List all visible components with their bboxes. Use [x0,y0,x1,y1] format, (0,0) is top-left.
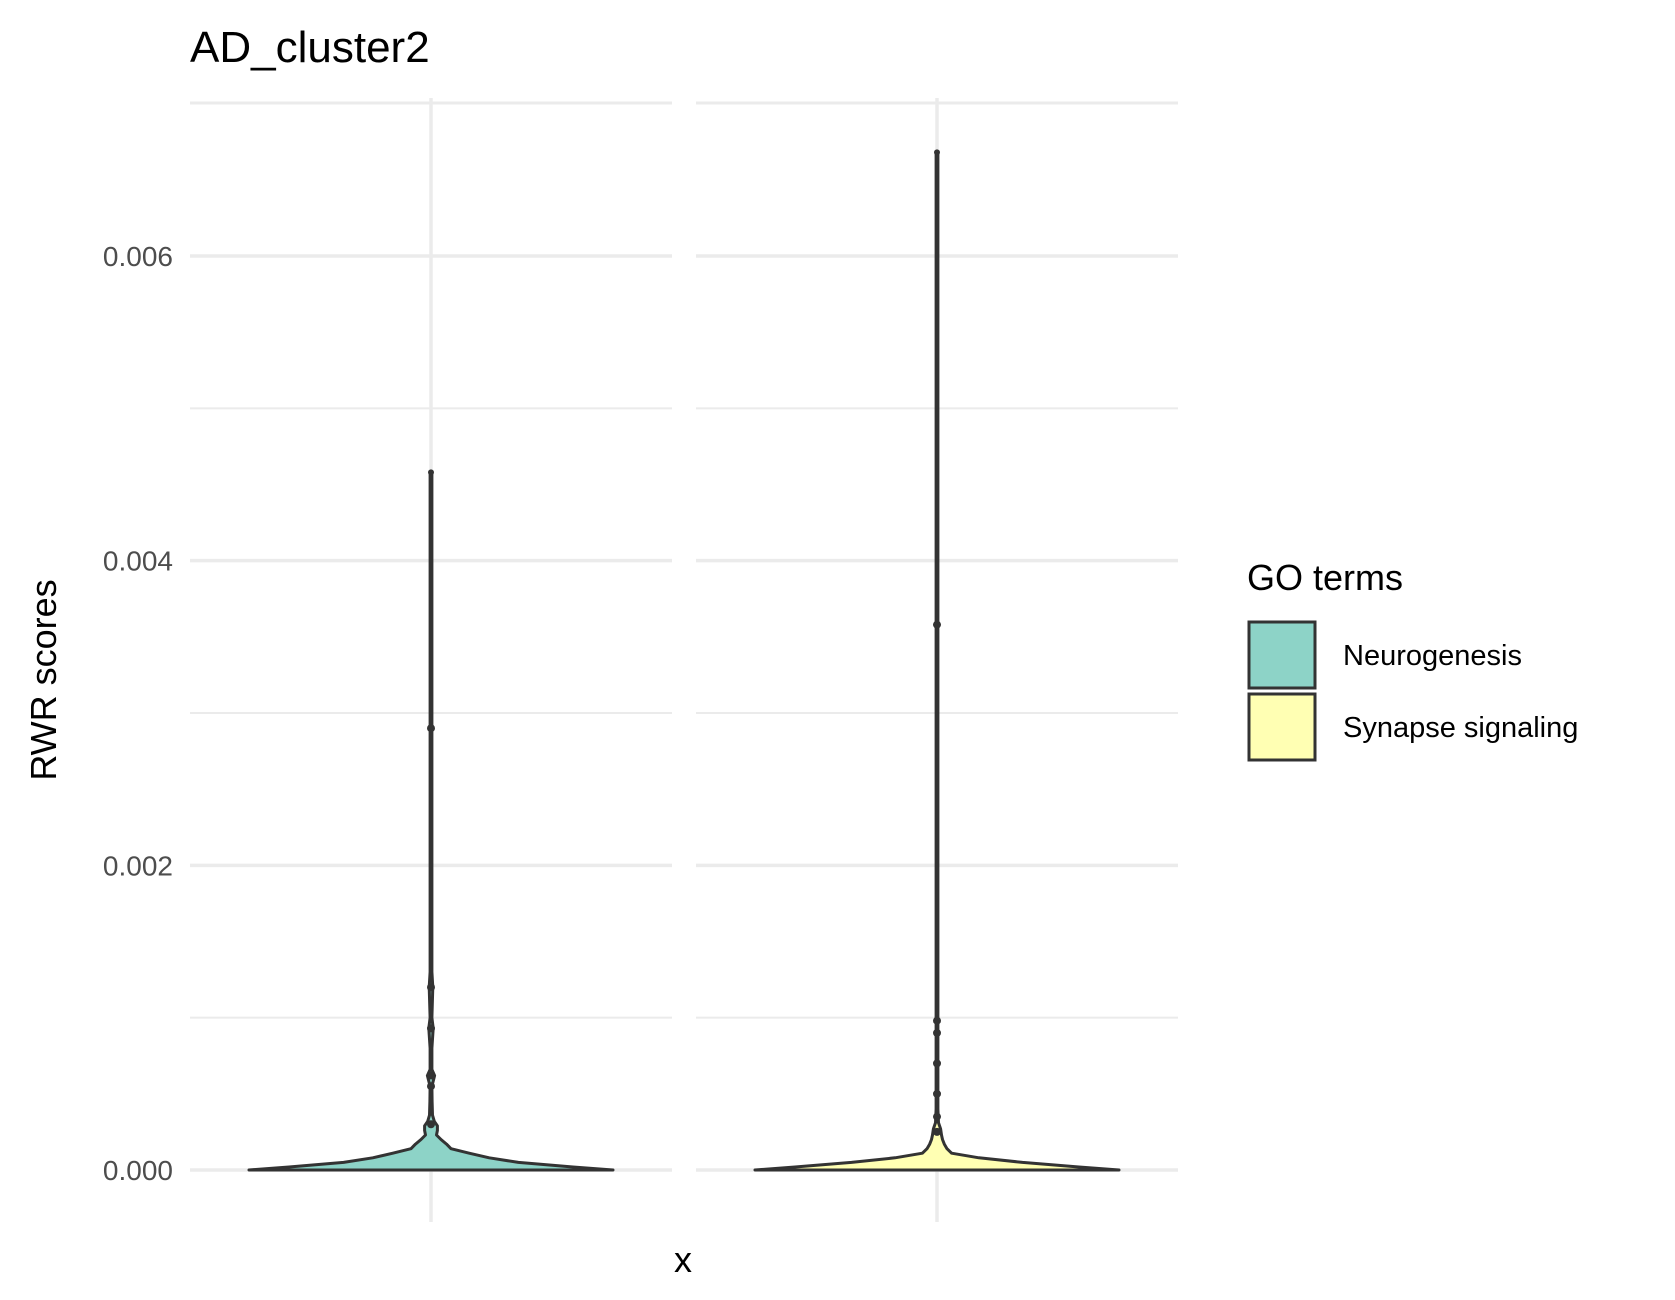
violin-point [933,1112,941,1121]
legend-key [1247,620,1317,690]
violin-point [933,1028,941,1037]
legend-label: Synapse signaling [1343,712,1578,744]
y-tick-label: 0.004 [103,546,173,577]
grid [190,98,1178,1222]
y-axis-ticks: 0.000 0.002 0.004 0.006 [103,241,173,1186]
y-axis-title: RWR scores [23,579,64,780]
violin-point [933,1127,941,1136]
violin-point [933,1016,941,1025]
legend-title: GO terms [1247,557,1403,598]
legend: GO terms Neurogenesis Synapse signaling [1247,557,1578,762]
violin-max-point [934,149,940,156]
y-tick-label: 0.006 [103,241,173,272]
violin-point [427,1024,435,1033]
violin-synapse-signaling [753,149,1121,1172]
violin-point [427,1071,435,1080]
y-tick-label: 0.000 [103,1155,173,1186]
violins [247,149,1121,1172]
violin-body [247,470,615,1172]
y-tick-label: 0.002 [103,850,173,881]
legend-key [1247,692,1317,762]
violin-point [427,983,435,992]
violin-point [427,1120,435,1129]
x-axis-title: x [674,1239,692,1280]
chart-title: AD_cluster2 [190,23,430,72]
violin-point [427,1082,435,1091]
violin-point [933,1059,941,1068]
violin-neurogenesis [247,469,615,1172]
violin-point [933,620,941,629]
legend-label: Neurogenesis [1343,640,1522,672]
violin-point [427,724,435,733]
violin-max-point [428,469,434,476]
violin-point [933,1089,941,1098]
